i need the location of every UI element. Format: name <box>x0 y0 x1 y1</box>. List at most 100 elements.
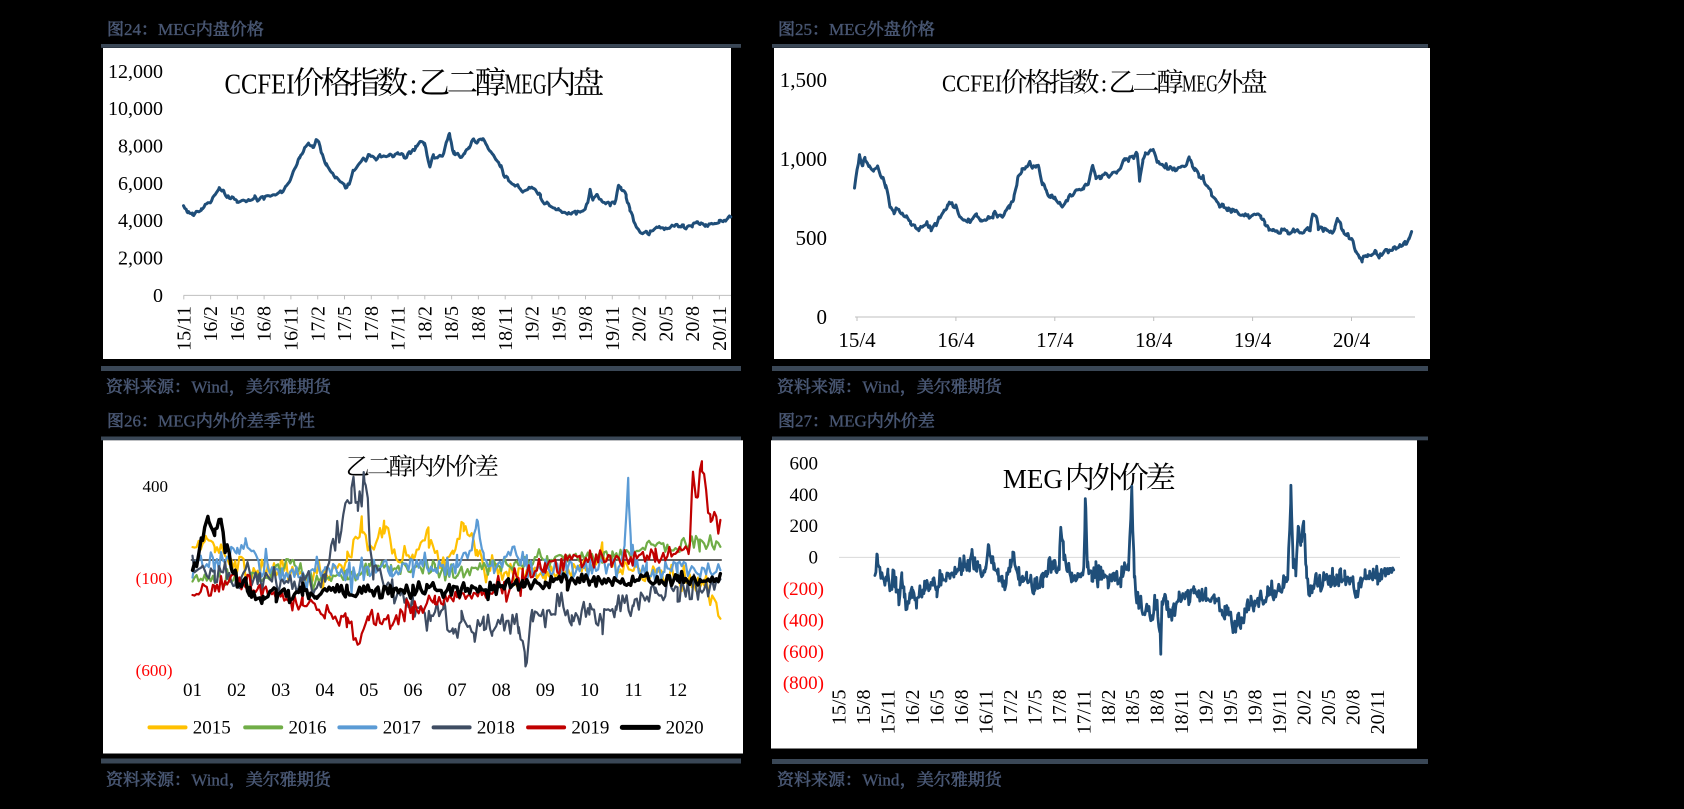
svg-text:600: 600 <box>790 453 819 474</box>
svg-text:8,000: 8,000 <box>118 136 163 158</box>
svg-text:17/4: 17/4 <box>1036 328 1074 352</box>
svg-text:17/5: 17/5 <box>334 306 356 342</box>
svg-text:6,000: 6,000 <box>118 173 163 195</box>
svg-text:2019: 2019 <box>571 718 609 739</box>
svg-text:16/8: 16/8 <box>951 690 973 726</box>
svg-text:20/11: 20/11 <box>1367 690 1389 735</box>
svg-text:16/8: 16/8 <box>254 306 276 342</box>
svg-text:20/11: 20/11 <box>709 306 731 351</box>
svg-text::: : <box>1101 72 1108 98</box>
svg-text:400: 400 <box>143 477 169 496</box>
svg-text:MEG: MEG <box>829 20 867 39</box>
svg-text:2016: 2016 <box>289 718 327 739</box>
svg-text:(600): (600) <box>783 642 824 663</box>
svg-text:0: 0 <box>809 548 819 569</box>
svg-text:19/5: 19/5 <box>1220 690 1242 726</box>
svg-text:18/11: 18/11 <box>495 306 517 351</box>
svg-text:(100): (100) <box>136 569 173 588</box>
svg-text:CCFEI: CCFEI <box>942 70 1002 97</box>
svg-text:4,000: 4,000 <box>118 210 163 232</box>
svg-text:20/5: 20/5 <box>655 306 677 342</box>
svg-text:Wind: Wind <box>191 378 229 397</box>
svg-text:1,500: 1,500 <box>780 68 827 92</box>
svg-text:18/5: 18/5 <box>441 306 463 342</box>
svg-text:Wind: Wind <box>862 378 900 397</box>
svg-text:MEG: MEG <box>158 20 196 39</box>
svg-text:27: 27 <box>795 412 813 431</box>
svg-text:02: 02 <box>227 680 246 701</box>
svg-text:18/4: 18/4 <box>1135 328 1173 352</box>
svg-text:12,000: 12,000 <box>108 61 163 83</box>
svg-text:06: 06 <box>404 680 423 701</box>
svg-text:16/4: 16/4 <box>937 328 975 352</box>
svg-text:17/2: 17/2 <box>307 306 329 342</box>
svg-text:2,000: 2,000 <box>118 248 163 270</box>
svg-text:15/11: 15/11 <box>878 690 900 735</box>
svg-text:24: 24 <box>124 20 142 39</box>
svg-text:MEG: MEG <box>1182 72 1218 98</box>
svg-text:05: 05 <box>359 680 378 701</box>
svg-text:19/2: 19/2 <box>522 306 544 342</box>
svg-text:16/5: 16/5 <box>927 690 949 726</box>
svg-text:500: 500 <box>796 226 828 250</box>
svg-text:17/5: 17/5 <box>1024 690 1046 726</box>
svg-text:19/11: 19/11 <box>1269 690 1291 735</box>
svg-text:19/8: 19/8 <box>575 306 597 342</box>
svg-text:20/8: 20/8 <box>1343 690 1365 726</box>
svg-text:400: 400 <box>790 485 819 506</box>
svg-text:0: 0 <box>153 285 163 307</box>
svg-text:09: 09 <box>536 680 555 701</box>
svg-text:11: 11 <box>624 680 642 701</box>
svg-text:15/11: 15/11 <box>173 306 195 351</box>
svg-text:(800): (800) <box>783 673 824 694</box>
svg-text:2015: 2015 <box>193 718 231 739</box>
svg-text:17/11: 17/11 <box>1073 690 1095 735</box>
svg-text:01: 01 <box>183 680 202 701</box>
svg-text:03: 03 <box>271 680 290 701</box>
svg-text:17/8: 17/8 <box>361 306 383 342</box>
svg-text:MEG: MEG <box>1003 464 1063 494</box>
svg-text:MEG: MEG <box>829 412 867 431</box>
svg-text:18/5: 18/5 <box>1122 690 1144 726</box>
svg-text:20/2: 20/2 <box>629 306 651 342</box>
svg-text:18/2: 18/2 <box>1098 690 1120 726</box>
svg-text:07: 07 <box>448 680 467 701</box>
svg-text:15/8: 15/8 <box>853 690 875 726</box>
svg-text:19/5: 19/5 <box>548 306 570 342</box>
svg-text:2017: 2017 <box>383 718 421 739</box>
svg-text:08: 08 <box>492 680 511 701</box>
svg-text:Wind: Wind <box>191 770 229 789</box>
svg-text:18/8: 18/8 <box>468 306 490 342</box>
svg-text:2020: 2020 <box>666 718 704 739</box>
svg-text:15/4: 15/4 <box>838 328 876 352</box>
svg-text:17/8: 17/8 <box>1049 690 1071 726</box>
svg-text:(600): (600) <box>136 661 173 680</box>
svg-text:MEG: MEG <box>158 412 196 431</box>
svg-text:0: 0 <box>817 305 828 329</box>
svg-text:Wind: Wind <box>862 770 900 789</box>
svg-text:17/11: 17/11 <box>388 306 410 351</box>
svg-text:04: 04 <box>315 680 335 701</box>
svg-text:16/2: 16/2 <box>200 306 222 342</box>
svg-text:19/11: 19/11 <box>602 306 624 351</box>
svg-text:18/2: 18/2 <box>414 306 436 342</box>
svg-text:12: 12 <box>668 680 687 701</box>
svg-text:(400): (400) <box>783 610 824 631</box>
svg-text:MEG: MEG <box>505 70 547 100</box>
svg-text:20/5: 20/5 <box>1318 690 1340 726</box>
svg-text:20/8: 20/8 <box>682 306 704 342</box>
svg-text:CCFEI: CCFEI <box>225 68 295 100</box>
svg-text:(200): (200) <box>783 579 824 600</box>
svg-text:19/8: 19/8 <box>1245 690 1267 726</box>
svg-text:15/5: 15/5 <box>829 690 851 726</box>
svg-text:16/11: 16/11 <box>281 306 303 351</box>
svg-text:10: 10 <box>580 680 599 701</box>
svg-text::: : <box>410 70 418 101</box>
svg-text:26: 26 <box>124 412 141 431</box>
svg-text:19/4: 19/4 <box>1234 328 1272 352</box>
svg-text:18/8: 18/8 <box>1147 690 1169 726</box>
svg-text:19/2: 19/2 <box>1196 690 1218 726</box>
svg-text:1,000: 1,000 <box>780 147 827 171</box>
svg-text:18/11: 18/11 <box>1171 690 1193 735</box>
svg-text:25: 25 <box>795 20 812 39</box>
